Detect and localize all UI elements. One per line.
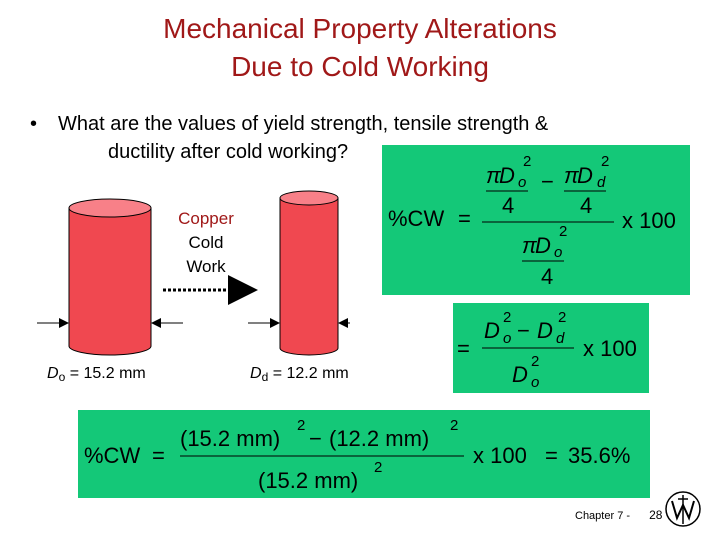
f1-pi-2: π [564,163,580,188]
f2-sub-d: d [556,330,565,347]
f3-exp-2: 2 [450,417,458,434]
process-label-copper: Copper [178,209,234,228]
f1-D-1: D [499,163,515,188]
f1-times: x 100 [622,208,676,233]
slide-title: Mechanical Property Alterations Due to C… [0,10,720,86]
formula-box-1 [382,145,690,295]
f1-four-3: 4 [541,264,553,289]
f2-D-2: D [537,318,553,343]
f1-exp-3: 2 [559,223,567,240]
f2-exp-3: 2 [531,353,539,370]
f1-lhs: %CW [388,206,444,231]
f3-num-b: (12.2 mm) [329,426,429,451]
chapter-label: Chapter 7 - [575,510,631,522]
f3-lhs: %CW [84,443,140,468]
f1-four-1: 4 [502,193,514,218]
f1-eq: = [458,206,471,231]
title-line-2: Due to Cold Working [231,51,489,82]
title-line-1: Mechanical Property Alterations [163,13,557,44]
f3-exp-3: 2 [374,459,382,476]
f2-sub-o-1: o [503,330,511,347]
final-diameter-value: = 12.2 mm [268,365,349,382]
bullet-line-1: What are the values of yield strength, t… [58,113,549,135]
f1-minus: − [541,169,554,194]
f1-exp-2: 2 [601,153,609,170]
process-label-work: Work [186,257,226,276]
process-label: Copper Cold Work [166,207,246,279]
f2-D-1: D [484,318,500,343]
f1-pi-1: π [486,163,502,188]
slide-footer: Chapter 7 - 28 [575,508,662,522]
f2-times: x 100 [583,336,637,361]
wiley-logo-icon [665,491,701,527]
final-diameter-symbol: D [250,365,262,382]
f3-eq2: = [545,443,558,468]
bullet-question: • What are the values of yield strength,… [30,110,690,166]
f2-exp-1: 2 [503,309,511,326]
f1-D-2: D [577,163,593,188]
f3-eq: = [152,443,165,468]
initial-diameter-symbol: D [47,365,59,382]
initial-diameter-label: Do = 15.2 mm [47,365,146,384]
f1-D-3: D [535,233,551,258]
f3-result: 35.6% [568,443,630,468]
final-diameter-sub: d [261,370,269,384]
f1-sub-d: d [597,174,606,191]
final-cylinder [279,190,339,356]
final-diameter-label: Dd = 12.2 mm [250,365,349,384]
initial-cylinder [68,198,152,356]
initial-diameter-sub: o [58,370,66,384]
formula-box-3 [78,410,650,498]
f2-D-3: D [512,362,528,387]
bullet-dot: • [30,113,38,135]
page-number: 28 [649,508,663,522]
f1-exp-1: 2 [523,153,531,170]
f1-pi-3: π [522,233,538,258]
f3-minus: − [309,426,322,451]
process-label-cold: Cold [188,233,224,252]
f3-times: x 100 [473,443,527,468]
bullet-line-2: ductility after cold working? [108,141,349,163]
f2-exp-2: 2 [558,309,566,326]
f2-eq: = [457,336,470,361]
f3-den: (15.2 mm) [258,468,358,493]
f3-exp-1: 2 [297,417,305,434]
f2-sub-o-2: o [531,374,539,391]
initial-diameter-value: = 15.2 mm [65,365,146,382]
f2-minus: − [517,318,530,343]
f3-num-a: (15.2 mm) [180,426,280,451]
f1-sub-o-2: o [554,244,562,261]
f1-sub-o-1: o [518,174,526,191]
f1-four-2: 4 [580,193,592,218]
